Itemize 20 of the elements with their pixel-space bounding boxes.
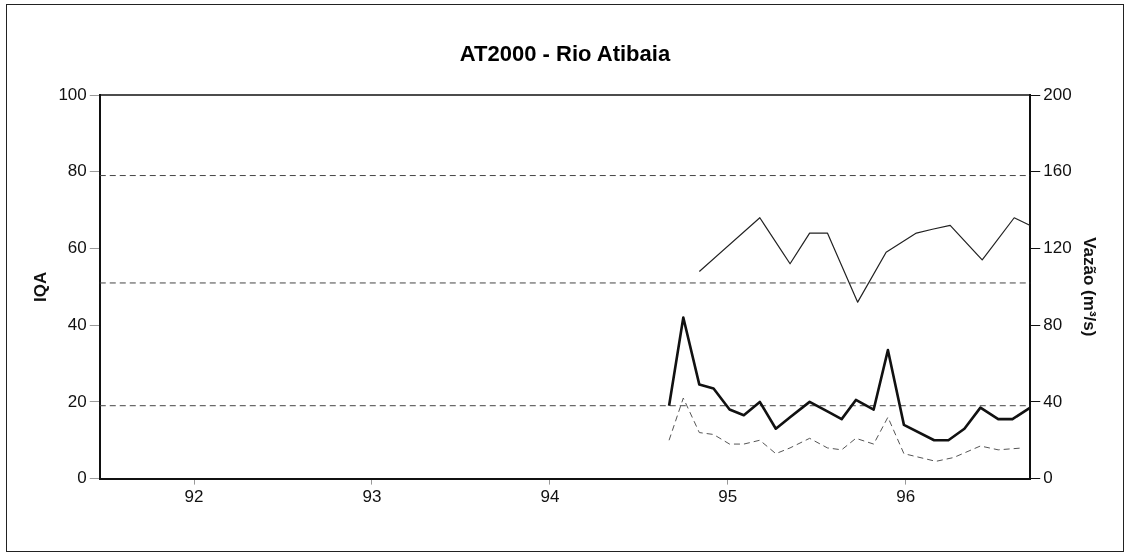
chart-title: AT2000 - Rio Atibaia xyxy=(458,41,672,67)
y-tick-label: 0 xyxy=(77,468,87,488)
y2-tick-label: 0 xyxy=(1043,468,1053,488)
y-tick-label: 80 xyxy=(67,161,87,181)
y2-axis-title: Vazão (m³/s) xyxy=(1080,237,1100,337)
y2-tick-label: 200 xyxy=(1043,84,1072,104)
y2-tick-label: 80 xyxy=(1043,314,1063,334)
y-tick-label: 40 xyxy=(67,314,87,334)
x-tick-label: 93 xyxy=(362,487,382,507)
x-tick-label: 95 xyxy=(718,487,738,507)
y2-tick-label: 40 xyxy=(1043,391,1063,411)
y2-tick-label: 120 xyxy=(1043,238,1072,258)
y-axis-title: IQA xyxy=(30,271,50,302)
y-tick-label: 100 xyxy=(58,84,87,104)
x-tick-label: 96 xyxy=(896,487,916,507)
x-tick-label: 92 xyxy=(184,487,204,507)
y-tick-label: 60 xyxy=(67,238,87,258)
y2-tick-label: 160 xyxy=(1043,161,1072,181)
y-tick-label: 20 xyxy=(67,391,87,411)
x-tick-label: 94 xyxy=(540,487,560,507)
